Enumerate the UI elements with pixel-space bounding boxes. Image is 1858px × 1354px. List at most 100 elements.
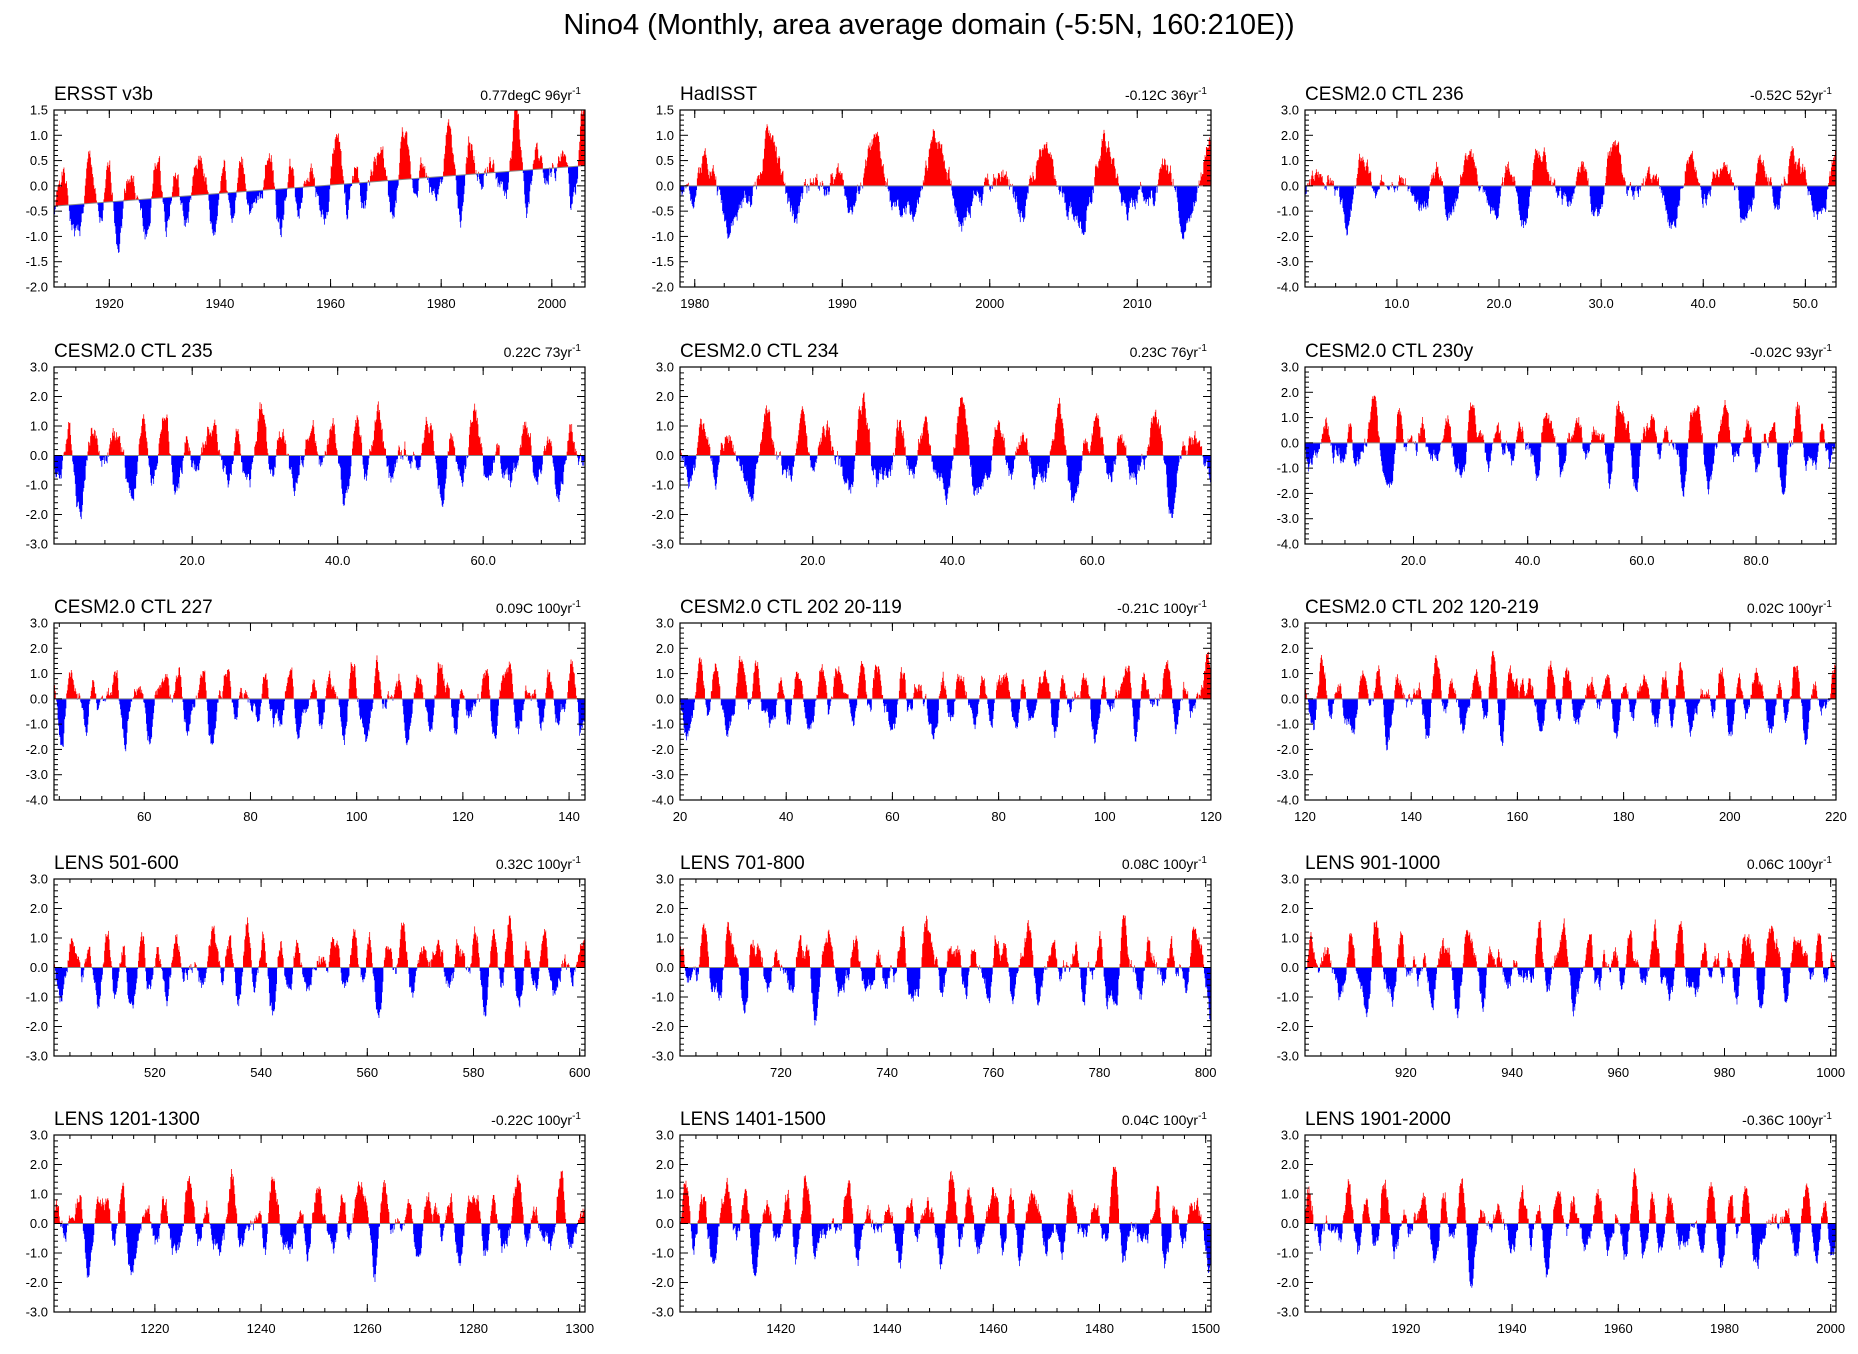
- xtick-label: 780: [1089, 1065, 1111, 1080]
- anomaly-series: [1304, 140, 1837, 236]
- panel-8: CESM2.0 CTL 202 20-119 -0.21C 100yr-1 -4.0…: [652, 597, 1222, 824]
- xtick-label: 1980: [427, 296, 456, 311]
- ytick-label: 3.0: [656, 360, 674, 375]
- ytick-label: 0.0: [30, 1216, 48, 1231]
- negative-anomaly-area: [1304, 967, 1836, 1019]
- xtick-label: 1460: [979, 1321, 1008, 1336]
- anomaly-series: [53, 1168, 586, 1282]
- xtick-label: 1980: [680, 296, 709, 311]
- panel-trend: -0.22C 100yr-1: [491, 1111, 581, 1128]
- panel-7: CESM2.0 CTL 227 0.09C 100yr-1 -4.0 -3.0 -2.0…: [26, 597, 586, 824]
- panel-title: LENS 901-1000: [1305, 853, 1440, 874]
- ytick-label: -2.0: [1277, 1019, 1299, 1034]
- xtick-label: 120: [1200, 809, 1222, 824]
- ytick-label: 0.0: [656, 178, 674, 193]
- negative-anomaly-area: [1304, 442, 1836, 497]
- ytick-label: -0.5: [652, 204, 674, 219]
- negative-anomaly-area: [1307, 698, 1831, 751]
- xtick-label: 20: [673, 809, 687, 824]
- xtick-label: 20.0: [1486, 296, 1511, 311]
- ytick-label: 0.0: [30, 960, 48, 975]
- ytick-label: -3.0: [1277, 767, 1299, 782]
- ytick-label: 1.0: [1281, 1187, 1299, 1202]
- xtick-label: 520: [144, 1065, 166, 1080]
- anomaly-series: [679, 124, 1212, 240]
- xtick-label: 1420: [766, 1321, 795, 1336]
- ytick-label: -1.5: [652, 254, 674, 269]
- anomaly-series: [679, 915, 1212, 1026]
- panel-trend: -0.21C 100yr-1: [1117, 599, 1207, 616]
- ytick-label: 3.0: [1281, 360, 1299, 375]
- panel-title: CESM2.0 CTL 234: [680, 341, 839, 362]
- ytick-label: 0.0: [1281, 960, 1299, 975]
- ytick-label: -1.0: [26, 1246, 48, 1261]
- ytick-label: 2.0: [656, 1157, 674, 1172]
- panel-title: ERSST v3b: [54, 84, 153, 105]
- panel-title: CESM2.0 CTL 235: [54, 341, 213, 362]
- positive-anomaly-area: [1321, 395, 1837, 443]
- negative-anomaly-area: [60, 1223, 579, 1282]
- panel-trend: -0.36C 100yr-1: [1742, 1111, 1832, 1128]
- xtick-label: 1920: [1391, 1321, 1420, 1336]
- anomaly-series: [53, 915, 586, 1019]
- plot-frame: [1304, 366, 1837, 545]
- ytick-label: -1.0: [26, 717, 48, 732]
- xtick-label: 50.0: [1793, 296, 1818, 311]
- negative-anomaly-area: [679, 455, 1212, 518]
- ytick-label: 2.0: [30, 389, 48, 404]
- ytick-label: -3.0: [652, 1049, 674, 1064]
- ytick-label: 3.0: [656, 616, 674, 631]
- panel-title: LENS 1401-1500: [680, 1109, 826, 1130]
- ytick-label: -1.0: [652, 1246, 674, 1261]
- panel-title: CESM2.0 CTL 230y: [1305, 341, 1474, 362]
- plot-frame: [1304, 622, 1837, 801]
- ytick-label: 2.0: [656, 641, 674, 656]
- ytick-label: 2.0: [1281, 641, 1299, 656]
- ytick-label: 1.5: [30, 103, 48, 118]
- ytick-label: -1.0: [26, 478, 48, 493]
- panel-5: CESM2.0 CTL 234 0.23C 76yr-1 -3.0 -2.0 -1.0 0…: [652, 341, 1212, 568]
- ytick-label: -1.0: [652, 990, 674, 1005]
- xtick-label: 160: [1507, 809, 1529, 824]
- ytick-label: -1.0: [1277, 1246, 1299, 1261]
- panel-11: LENS 701-800 0.08C 100yr-1 -3.0 -2.0 -1.0 0.0…: [652, 853, 1217, 1080]
- panel-3: CESM2.0 CTL 236 -0.52C 52yr-1 -4.0 -3.0 -2.0…: [1277, 84, 1837, 311]
- positive-anomaly-area: [54, 915, 586, 968]
- ytick-label: 2.0: [1281, 128, 1299, 143]
- ytick-label: -3.0: [26, 767, 48, 782]
- panel-title: LENS 501-600: [54, 853, 179, 874]
- ytick-label: 0.0: [30, 178, 48, 193]
- xtick-label: 100: [1094, 809, 1116, 824]
- panel-15: LENS 1901-2000 -0.36C 100yr-1 -3.0 -2.0 -1.0…: [1277, 1109, 1846, 1336]
- anomaly-series: [1304, 650, 1837, 751]
- xtick-label: 60.0: [1080, 553, 1105, 568]
- ytick-label: 2.0: [30, 1157, 48, 1172]
- panel-title: CESM2.0 CTL 202 120-219: [1305, 597, 1539, 618]
- xtick-label: 960: [1607, 1065, 1629, 1080]
- xtick-label: 120: [452, 809, 474, 824]
- ytick-label: -1.0: [1277, 990, 1299, 1005]
- ytick-label: 1.0: [1281, 410, 1299, 425]
- panel-title: HadISST: [680, 84, 757, 105]
- panel-trend: 0.09C 100yr-1: [496, 599, 582, 616]
- ytick-label: -4.0: [652, 793, 674, 808]
- ytick-label: -1.5: [26, 254, 48, 269]
- panel-trend: 0.06C 100yr-1: [1747, 855, 1833, 872]
- xtick-label: 100: [346, 809, 368, 824]
- anomaly-series: [1304, 395, 1837, 497]
- positive-anomaly-area: [679, 1166, 1204, 1224]
- ytick-label: -2.0: [1277, 486, 1299, 501]
- positive-anomaly-area: [53, 655, 578, 699]
- panel-1: ERSST v3b 0.77degC 96yr-1 -2.0 -1.5 -1.0 -0.5…: [26, 84, 586, 311]
- anomaly-series: [679, 1166, 1212, 1277]
- ytick-label: 0.0: [1281, 178, 1299, 193]
- ytick-label: 3.0: [30, 616, 48, 631]
- ytick-label: -1.0: [26, 990, 48, 1005]
- xtick-label: 1300: [565, 1321, 594, 1336]
- ytick-label: 0.0: [1281, 435, 1299, 450]
- panel-trend: -0.52C 52yr-1: [1750, 86, 1832, 103]
- panel-9: CESM2.0 CTL 202 120-219 0.02C 100yr-1 -4.0…: [1277, 597, 1847, 824]
- xtick-label: 1220: [140, 1321, 169, 1336]
- ytick-label: 0.5: [30, 153, 48, 168]
- ytick-label: -1.0: [1277, 204, 1299, 219]
